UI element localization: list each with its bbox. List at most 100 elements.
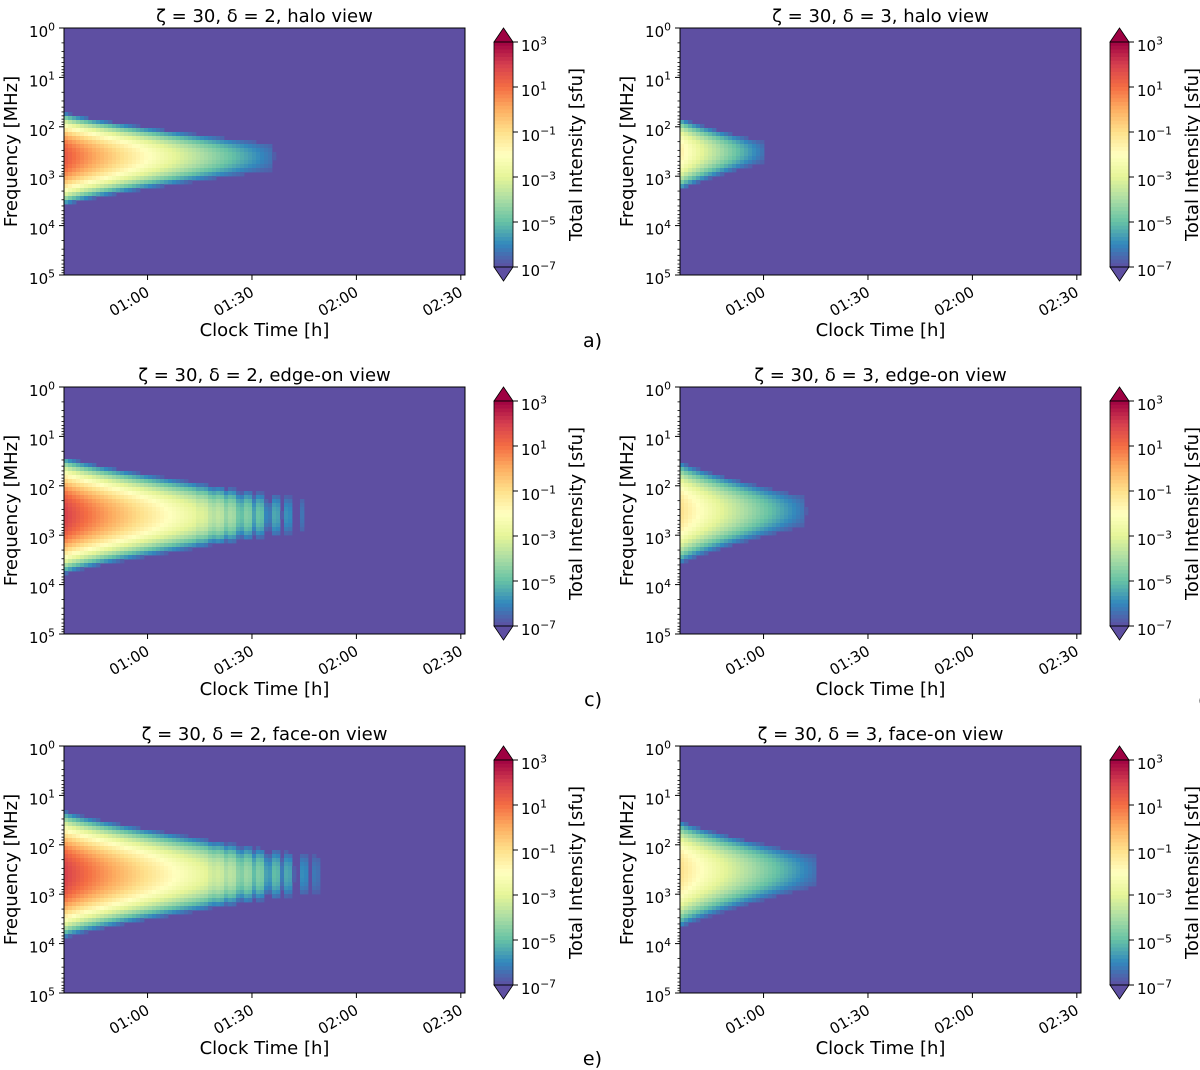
heatmap-cell: [80, 144, 85, 149]
heatmap-cell: [228, 854, 233, 859]
heatmap-cell: [768, 882, 773, 887]
heatmap-cell: [128, 846, 133, 851]
heatmap-cell: [156, 136, 161, 141]
heatmap-cell: [188, 515, 193, 520]
heatmap-cell: [132, 910, 137, 915]
heatmap-cell: [188, 523, 193, 528]
heatmap-cell: [156, 527, 161, 532]
heatmap-cell: [768, 511, 773, 516]
heatmap-cell: [240, 144, 245, 149]
heatmap-cell: [108, 555, 113, 560]
heatmap-cell: [88, 539, 93, 544]
heatmap-cell: [184, 487, 189, 492]
heatmap-cell: [764, 515, 769, 520]
heatmap-cell: [108, 559, 113, 564]
y-tick-label: 105: [29, 267, 55, 288]
heatmap-cell: [260, 890, 265, 895]
heatmap-cell: [184, 499, 189, 504]
colorbar-segment: [494, 143, 513, 148]
colorbar-tick-label-exponent: −1: [540, 483, 556, 496]
heatmap-cell: [164, 152, 169, 157]
heatmap-cell: [156, 515, 161, 520]
heatmap-cell: [68, 467, 73, 472]
heatmap-cell: [732, 854, 737, 859]
y-tick-label: 102: [29, 478, 55, 499]
heatmap-cell: [148, 156, 153, 161]
heatmap-cell: [92, 854, 97, 859]
heatmap-cell: [740, 886, 745, 891]
heatmap-cell: [140, 910, 145, 915]
heatmap-cell: [680, 886, 685, 891]
colorbar-segment: [1110, 68, 1129, 73]
heatmap-cell: [744, 886, 749, 891]
heatmap-cell: [196, 846, 201, 851]
heatmap-cell: [92, 164, 97, 169]
heatmap-cell: [96, 503, 101, 508]
colorbar-segment: [494, 778, 513, 784]
heatmap-cell: [684, 495, 689, 500]
heatmap-cell: [304, 870, 309, 875]
heatmap-cell: [212, 495, 217, 500]
heatmap-cell: [180, 140, 185, 145]
heatmap-cell: [160, 180, 165, 185]
colorbar-segment: [1110, 479, 1129, 485]
heatmap-cell: [680, 495, 685, 500]
heatmap-cell: [124, 511, 129, 516]
heatmap-cell: [156, 531, 161, 536]
heatmap-cell: [76, 539, 81, 544]
heatmap-cell: [180, 906, 185, 911]
heatmap-cell: [780, 886, 785, 891]
heatmap-cell: [696, 838, 701, 843]
heatmap-cell: [204, 874, 209, 879]
heatmap-cell: [92, 922, 97, 927]
heatmap-cell: [104, 156, 109, 161]
colorbar-segment: [494, 419, 513, 425]
heatmap-cell: [708, 515, 713, 520]
heatmap-cell: [84, 826, 89, 831]
heatmap-cell: [76, 463, 81, 468]
heatmap-cell: [108, 523, 113, 528]
heatmap-cell: [136, 503, 141, 508]
heatmap-cell: [736, 511, 741, 516]
heatmap-cell: [200, 906, 205, 911]
heatmap-cell: [236, 140, 241, 145]
heatmap-cell: [112, 842, 117, 847]
heatmap-cell: [684, 164, 689, 169]
colorbar-segment: [494, 970, 513, 975]
heatmap-cell: [112, 535, 117, 540]
heatmap-cell: [124, 547, 129, 552]
heatmap-cell: [84, 176, 89, 181]
heatmap-cell: [736, 515, 741, 520]
heatmap-cell: [100, 140, 105, 145]
heatmap-cell: [168, 838, 173, 843]
heatmap-cell: [188, 842, 193, 847]
heatmap-cell: [248, 862, 253, 867]
heatmap-cell: [680, 830, 685, 835]
heatmap-cell: [64, 168, 69, 173]
heatmap-cell: [64, 172, 69, 177]
heatmap-cell: [720, 160, 725, 165]
heatmap-cell: [784, 519, 789, 524]
heatmap-cell: [276, 882, 281, 887]
heatmap-cell: [784, 511, 789, 516]
heatmap-cell: [144, 507, 149, 512]
heatmap-cell: [72, 128, 77, 133]
colorbar-tick-label-exponent: −5: [540, 932, 556, 945]
heatmap-cell: [284, 886, 289, 891]
heatmap-cell: [188, 886, 193, 891]
heatmap-cell: [124, 906, 129, 911]
heatmap-cell: [212, 511, 217, 516]
heatmap-cell: [208, 886, 213, 891]
heatmap-cell: [140, 539, 145, 544]
heatmap-cell: [684, 152, 689, 157]
heatmap-cell: [680, 487, 685, 492]
heatmap-cell: [688, 120, 693, 125]
heatmap-cell: [140, 914, 145, 919]
heatmap-cell: [236, 862, 241, 867]
heatmap-cell: [772, 495, 777, 500]
heatmap-cell: [108, 910, 113, 915]
heatmap-cell: [164, 483, 169, 488]
heatmap-cell: [680, 527, 685, 532]
heatmap-cell: [688, 846, 693, 851]
heatmap-cell: [300, 527, 305, 532]
